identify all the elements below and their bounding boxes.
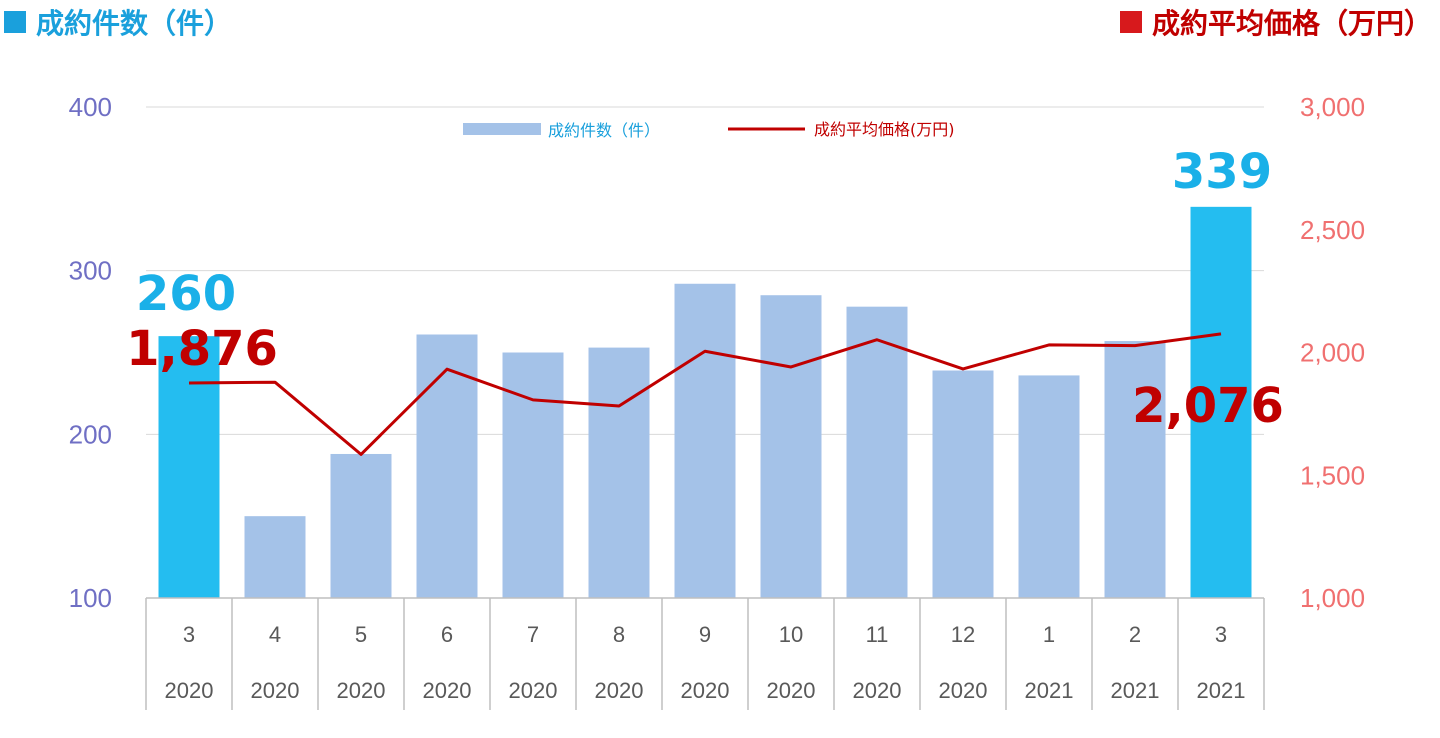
year-label: 2020 [337,678,386,703]
bar [330,453,392,598]
left-tick-label: 100 [69,583,112,613]
legend-line-label: 成約平均価格(万円) [814,120,955,139]
left-tick-label: 300 [69,256,112,286]
month-label: 2 [1129,622,1141,647]
year-label: 2020 [767,678,816,703]
year-label: 2020 [595,678,644,703]
line-series [188,332,1222,456]
bar [760,295,822,598]
year-label: 2020 [423,678,472,703]
callout-last-bar: 339 [1172,144,1272,200]
callout-first-bar: 260 [136,266,236,322]
month-label: 3 [183,622,195,647]
month-label: 10 [779,622,803,647]
bar [588,347,650,598]
left-tick-label: 200 [69,419,112,449]
square-icon [4,11,26,33]
month-label: 7 [527,622,539,647]
bar [416,334,478,598]
bar [846,306,908,598]
month-label: 4 [269,622,281,647]
year-label: 2020 [681,678,730,703]
right-tick-label: 2,500 [1300,215,1365,245]
year-label: 2021 [1197,678,1246,703]
legend-bar-label: 成約件数（件） [548,121,660,140]
axes [145,597,1265,710]
month-label: 9 [699,622,711,647]
right-tick-label: 2,000 [1300,338,1365,368]
left-axis-title: 成約件数（件） [4,2,232,42]
bar [1190,206,1252,598]
month-label: 8 [613,622,625,647]
bar [932,370,994,598]
callout-last-price: 2,076 [1132,378,1284,434]
month-label: 1 [1043,622,1055,647]
right-tick-label: 3,000 [1300,92,1365,122]
year-label: 2020 [251,678,300,703]
year-label: 2021 [1111,678,1160,703]
year-label: 2020 [853,678,902,703]
right-axis-title: 成約平均価格（万円） [1119,2,1432,42]
year-label: 2020 [939,678,988,703]
right-axis-ticks: 1,000 1,500 2,000 2,500 3,000 [1300,92,1365,613]
right-tick-label: 1,500 [1300,460,1365,490]
callout-first-price: 1,876 [126,321,278,377]
bar [244,516,306,598]
left-axis-title-text: 成約件数（件） [36,7,233,40]
bar [502,352,564,598]
bar [674,283,736,598]
year-label: 2021 [1025,678,1074,703]
month-label: 11 [866,622,889,647]
year-label: 2020 [509,678,558,703]
bar [1018,375,1080,598]
year-label: 2020 [165,678,214,703]
month-label: 6 [441,622,453,647]
category-axis: 3 2020 4 2020 5 2020 6 2020 7 2020 8 2020 9 2020 10 202… [165,622,1246,703]
month-label: 12 [951,622,975,647]
bar [158,336,220,598]
legend-bar-swatch [463,123,541,135]
bar [1104,341,1166,598]
bar-series [158,206,1252,598]
square-icon [1119,11,1142,33]
month-label: 5 [355,622,367,647]
left-axis-ticks: 100 200 300 400 [69,92,112,613]
legend: 成約件数（件） 成約平均価格(万円) [463,120,955,140]
left-tick-label: 400 [69,92,112,122]
month-label: 3 [1215,622,1227,647]
right-tick-label: 1,000 [1300,583,1365,613]
right-axis-title-text: 成約平均価格（万円） [1151,7,1432,40]
